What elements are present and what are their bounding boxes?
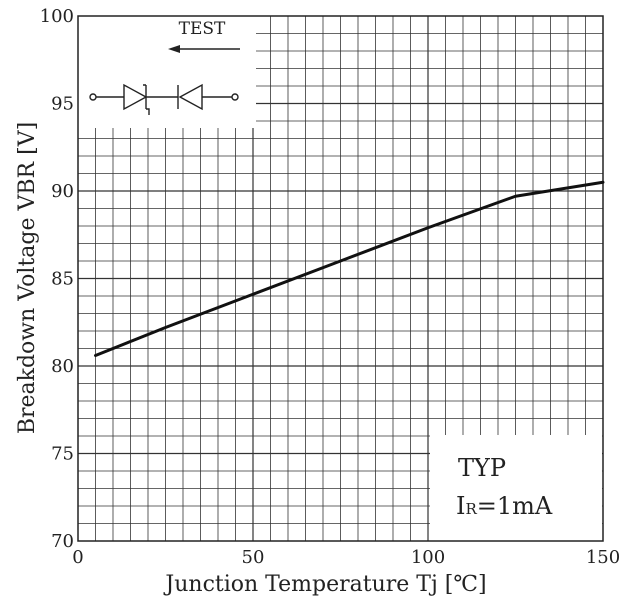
y-tick-label: 85 xyxy=(51,269,74,290)
test-arrow-icon xyxy=(168,45,240,53)
condition-label: IR=1mA xyxy=(456,492,553,520)
y-tick-label: 90 xyxy=(51,181,74,202)
condition-main: I xyxy=(456,492,465,520)
x-tick-label: 50 xyxy=(242,547,265,568)
y-tick-label: 100 xyxy=(40,6,74,27)
x-tick-label: 100 xyxy=(411,547,445,568)
series-line xyxy=(94,180,605,357)
test-inset: TEST xyxy=(78,16,256,128)
typ-condition-inset: TYP IR=1mA xyxy=(430,435,602,541)
condition-value: =1mA xyxy=(477,492,553,520)
y-axis-title: Breakdown Voltage VBR [V] xyxy=(15,122,40,434)
series-layer xyxy=(94,180,605,357)
bidirectional-diode-icon xyxy=(89,83,239,115)
x-axis-title: Junction Temperature Tj [℃] xyxy=(163,572,486,597)
y-tick-label: 80 xyxy=(51,356,74,377)
typ-label: TYP xyxy=(458,454,506,482)
plot-area-border xyxy=(77,15,604,542)
tick-labels: 0 50 100 150 70 75 80 85 90 95 100 xyxy=(40,6,621,568)
y-tick-label: 95 xyxy=(51,94,74,115)
x-tick-label: 0 xyxy=(72,547,83,568)
y-tick-label: 75 xyxy=(51,444,74,465)
test-label: TEST xyxy=(179,19,226,39)
x-tick-label: 150 xyxy=(586,547,620,568)
y-tick-label: 70 xyxy=(51,531,74,552)
condition-sub: R xyxy=(465,500,477,518)
